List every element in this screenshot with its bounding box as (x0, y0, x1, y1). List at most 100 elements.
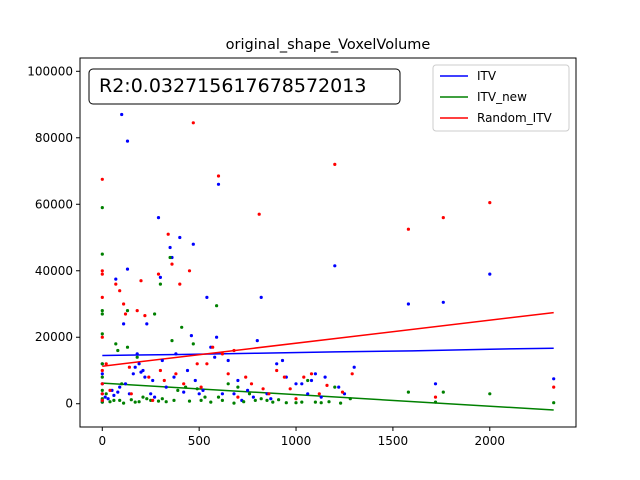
data-point (141, 395, 145, 399)
data-point (265, 398, 269, 402)
data-point (103, 395, 107, 399)
data-point (145, 322, 149, 326)
legend-label: ITV_new (477, 90, 527, 104)
data-point (100, 375, 104, 379)
data-point (352, 365, 356, 369)
legend-item-itv: ITV (440, 69, 497, 83)
data-point (139, 279, 143, 283)
data-point (176, 388, 180, 392)
chart-title: original_shape_VoxelVolume (226, 37, 431, 53)
data-point (108, 388, 112, 392)
data-point (269, 397, 273, 401)
data-point (220, 392, 224, 396)
y-tick-label: 100000 (27, 64, 73, 78)
data-point (153, 395, 157, 399)
annotation-box (88, 68, 401, 105)
y-axis: 0 20000 40000 60000 80000 100000 (27, 64, 80, 411)
data-point (236, 395, 240, 399)
data-point (433, 382, 438, 386)
data-point (133, 365, 137, 369)
data-point (333, 264, 337, 268)
data-point (100, 177, 104, 181)
x-tick-label: 1500 (378, 434, 409, 448)
data-point (275, 362, 279, 366)
data-point (168, 245, 172, 250)
data-point (300, 382, 304, 386)
data-point (195, 387, 199, 391)
data-point (170, 339, 174, 343)
data-point (246, 388, 250, 392)
data-point (137, 362, 141, 366)
data-point (125, 309, 130, 313)
data-point (137, 400, 141, 404)
data-point (275, 368, 279, 373)
data-point (255, 339, 259, 343)
data-point (189, 334, 193, 338)
data-point (112, 393, 116, 397)
x-tick-label: 0 (98, 434, 106, 448)
data-point (348, 397, 352, 401)
data-point (552, 385, 556, 389)
legend: ITV ITV_new Random_ITV (432, 64, 570, 132)
data-point (340, 390, 345, 394)
data-point (199, 385, 203, 389)
data-point (313, 372, 317, 376)
data-point (216, 174, 221, 178)
data-point (100, 372, 104, 376)
data-point (129, 392, 133, 396)
data-point (135, 355, 139, 359)
y-tick-label: 40000 (35, 264, 73, 278)
data-point (216, 182, 221, 186)
data-point (168, 255, 172, 260)
data-point (120, 112, 124, 117)
data-point (116, 390, 120, 394)
data-point (182, 390, 186, 394)
data-point (172, 398, 176, 402)
data-point (184, 385, 188, 389)
plot-frame (79, 57, 577, 428)
data-point (317, 392, 321, 396)
data-point (294, 382, 298, 386)
data-point (247, 392, 252, 396)
data-point (406, 390, 410, 394)
data-point (213, 355, 217, 359)
data-point (306, 392, 310, 396)
data-point (151, 378, 155, 383)
data-point (118, 398, 122, 402)
trend-line-itv (102, 347, 554, 357)
data-point (552, 401, 556, 405)
data-point (100, 272, 104, 276)
data-point (205, 295, 209, 299)
trend-lines (102, 311, 554, 411)
data-point (151, 398, 155, 402)
data-point (325, 383, 329, 387)
data-point (197, 392, 201, 396)
data-point (294, 397, 298, 401)
data-point (191, 121, 195, 125)
data-point (191, 342, 195, 346)
data-point (284, 401, 288, 405)
data-point (191, 242, 195, 246)
data-point (242, 400, 246, 404)
data-point (116, 348, 120, 353)
data-point (350, 372, 354, 376)
data-point (135, 309, 139, 313)
data-point (160, 397, 164, 401)
data-point (156, 216, 161, 220)
data-point (125, 139, 130, 143)
data-point (215, 335, 219, 339)
legend-label: ITV (477, 69, 497, 83)
data-point (170, 262, 174, 266)
data-point (441, 216, 445, 220)
data-point (114, 277, 118, 281)
data-point (249, 382, 254, 386)
data-point (122, 322, 126, 326)
data-point (441, 390, 445, 394)
data-point (127, 365, 131, 369)
data-point (261, 387, 265, 391)
data-point (433, 400, 438, 404)
trend-line-random-itv (102, 311, 554, 367)
data-point (195, 362, 199, 366)
data-point (251, 395, 255, 399)
